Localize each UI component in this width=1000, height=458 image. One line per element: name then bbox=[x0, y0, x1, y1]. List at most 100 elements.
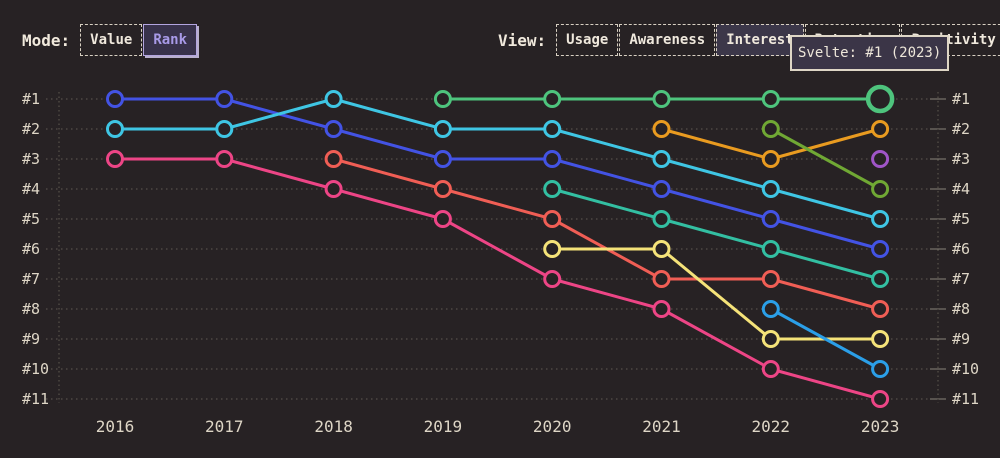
y-label-left-#4: #4 bbox=[22, 180, 40, 198]
marker-blue-2017[interactable] bbox=[215, 90, 234, 108]
mode-label: Mode: bbox=[22, 30, 71, 50]
y-label-right-#7: #7 bbox=[952, 270, 970, 288]
marker-olive-2022[interactable] bbox=[761, 120, 780, 138]
marker-pink-2021[interactable] bbox=[652, 300, 671, 318]
y-label-right-#3: #3 bbox=[952, 150, 970, 168]
marker-pink-2016[interactable] bbox=[106, 150, 124, 168]
mode-option-value[interactable]: Value bbox=[80, 24, 143, 56]
marker-pink-2017[interactable] bbox=[215, 150, 234, 168]
marker-red-2022[interactable] bbox=[761, 270, 780, 288]
marker-olive-2023[interactable] bbox=[871, 180, 890, 198]
marker-red-2019[interactable] bbox=[433, 180, 452, 198]
series-line-olive bbox=[769, 127, 882, 191]
marker-orange-2021[interactable] bbox=[652, 120, 671, 138]
y-label-right-#9: #9 bbox=[952, 330, 970, 348]
series-line-teal bbox=[550, 187, 882, 281]
view-option-usage[interactable]: Usage bbox=[556, 24, 619, 56]
marker-red-2023[interactable] bbox=[871, 300, 890, 318]
y-label-left-#11: #11 bbox=[22, 390, 49, 408]
marker-cyan-2021[interactable] bbox=[652, 150, 671, 168]
x-label-2023: 2023 bbox=[861, 417, 900, 436]
marker-red-2021[interactable] bbox=[652, 270, 671, 288]
marker-teal-2021[interactable] bbox=[652, 210, 671, 228]
x-label-2016: 2016 bbox=[96, 417, 135, 436]
x-label-2019: 2019 bbox=[424, 417, 463, 436]
series-line-pink bbox=[113, 157, 882, 401]
y-label-left-#1: #1 bbox=[22, 90, 40, 108]
marker-cyan-2016[interactable] bbox=[106, 120, 124, 138]
marker-red-2018[interactable] bbox=[324, 150, 343, 168]
marker-yellow-2021[interactable] bbox=[652, 240, 671, 258]
marker-svelte-2021[interactable] bbox=[652, 90, 671, 108]
marker-cyan-2018[interactable] bbox=[324, 90, 343, 108]
view-option-interest[interactable]: Interest bbox=[716, 24, 804, 56]
series-line-blue bbox=[113, 97, 882, 251]
marker-blue-2020[interactable] bbox=[543, 150, 562, 168]
y-label-left-#10: #10 bbox=[22, 360, 49, 378]
y-label-right-#4: #4 bbox=[952, 180, 970, 198]
x-label-2017: 2017 bbox=[205, 417, 244, 436]
y-label-left-#5: #5 bbox=[22, 210, 40, 228]
chart-tooltip: Svelte: #1 (2023) bbox=[790, 35, 950, 71]
y-label-right-#8: #8 bbox=[952, 300, 970, 318]
y-label-left-#9: #9 bbox=[22, 330, 40, 348]
marker-azure-2022[interactable] bbox=[761, 300, 780, 318]
marker-blue-2022[interactable] bbox=[761, 210, 780, 228]
x-label-2020: 2020 bbox=[533, 417, 572, 436]
marker-cyan-2020[interactable] bbox=[543, 120, 562, 138]
marker-teal-2023[interactable] bbox=[871, 270, 890, 288]
y-label-right-#1: #1 bbox=[952, 90, 970, 108]
y-label-right-#2: #2 bbox=[952, 120, 970, 138]
y-label-left-#6: #6 bbox=[22, 240, 40, 258]
marker-svelte-2019[interactable] bbox=[433, 90, 452, 108]
mode-button-row: Value Rank bbox=[80, 24, 198, 56]
view-label: View: bbox=[498, 30, 547, 50]
y-label-left-#3: #3 bbox=[22, 150, 40, 168]
marker-pink-2020[interactable] bbox=[543, 270, 562, 288]
marker-blue-2018[interactable] bbox=[324, 120, 343, 138]
y-label-right-#6: #6 bbox=[952, 240, 970, 258]
y-label-right-#11: #11 bbox=[952, 390, 979, 408]
x-label-2021: 2021 bbox=[642, 417, 681, 436]
series-line-azure bbox=[769, 307, 882, 371]
series-line-red bbox=[332, 157, 882, 311]
series-line-cyan bbox=[113, 97, 882, 221]
marker-azure-2023[interactable] bbox=[871, 360, 890, 378]
marker-red-2020[interactable] bbox=[543, 210, 562, 228]
marker-yellow-2020[interactable] bbox=[543, 240, 562, 258]
marker-blue-2021[interactable] bbox=[652, 180, 671, 198]
view-option-awareness[interactable]: Awareness bbox=[619, 24, 716, 56]
marker-cyan-2022[interactable] bbox=[761, 180, 780, 198]
y-label-right-#10: #10 bbox=[952, 360, 979, 378]
x-label-2018: 2018 bbox=[314, 417, 353, 436]
mode-control-group: Mode: Value Rank bbox=[22, 24, 198, 56]
marker-pink-2019[interactable] bbox=[433, 210, 452, 228]
marker-yellow-2023[interactable] bbox=[871, 330, 890, 348]
marker-svelte-2020[interactable] bbox=[543, 90, 562, 108]
marker-purple-2023[interactable] bbox=[871, 150, 890, 168]
marker-teal-2020[interactable] bbox=[543, 180, 562, 198]
y-label-left-#8: #8 bbox=[22, 300, 40, 318]
marker-blue-2019[interactable] bbox=[433, 150, 452, 168]
y-label-left-#2: #2 bbox=[22, 120, 40, 138]
marker-cyan-2023[interactable] bbox=[871, 210, 890, 228]
mode-option-rank[interactable]: Rank bbox=[143, 24, 198, 56]
marker-cyan-2017[interactable] bbox=[215, 120, 234, 138]
marker-pink-2022[interactable] bbox=[761, 360, 780, 378]
marker-teal-2022[interactable] bbox=[761, 240, 780, 258]
y-label-right-#5: #5 bbox=[952, 210, 970, 228]
marker-orange-2022[interactable] bbox=[761, 150, 780, 168]
marker-yellow-2022[interactable] bbox=[761, 330, 780, 348]
marker-svelte-2022[interactable] bbox=[761, 90, 780, 108]
marker-pink-2023[interactable] bbox=[871, 390, 890, 408]
marker-svelte-2023[interactable] bbox=[865, 84, 895, 114]
marker-blue-2023[interactable] bbox=[871, 240, 890, 258]
marker-pink-2018[interactable] bbox=[324, 180, 343, 198]
marker-orange-2023[interactable] bbox=[871, 120, 890, 138]
x-label-2022: 2022 bbox=[752, 417, 791, 436]
marker-cyan-2019[interactable] bbox=[433, 120, 452, 138]
marker-blue-2016[interactable] bbox=[106, 90, 124, 108]
y-label-left-#7: #7 bbox=[22, 270, 40, 288]
